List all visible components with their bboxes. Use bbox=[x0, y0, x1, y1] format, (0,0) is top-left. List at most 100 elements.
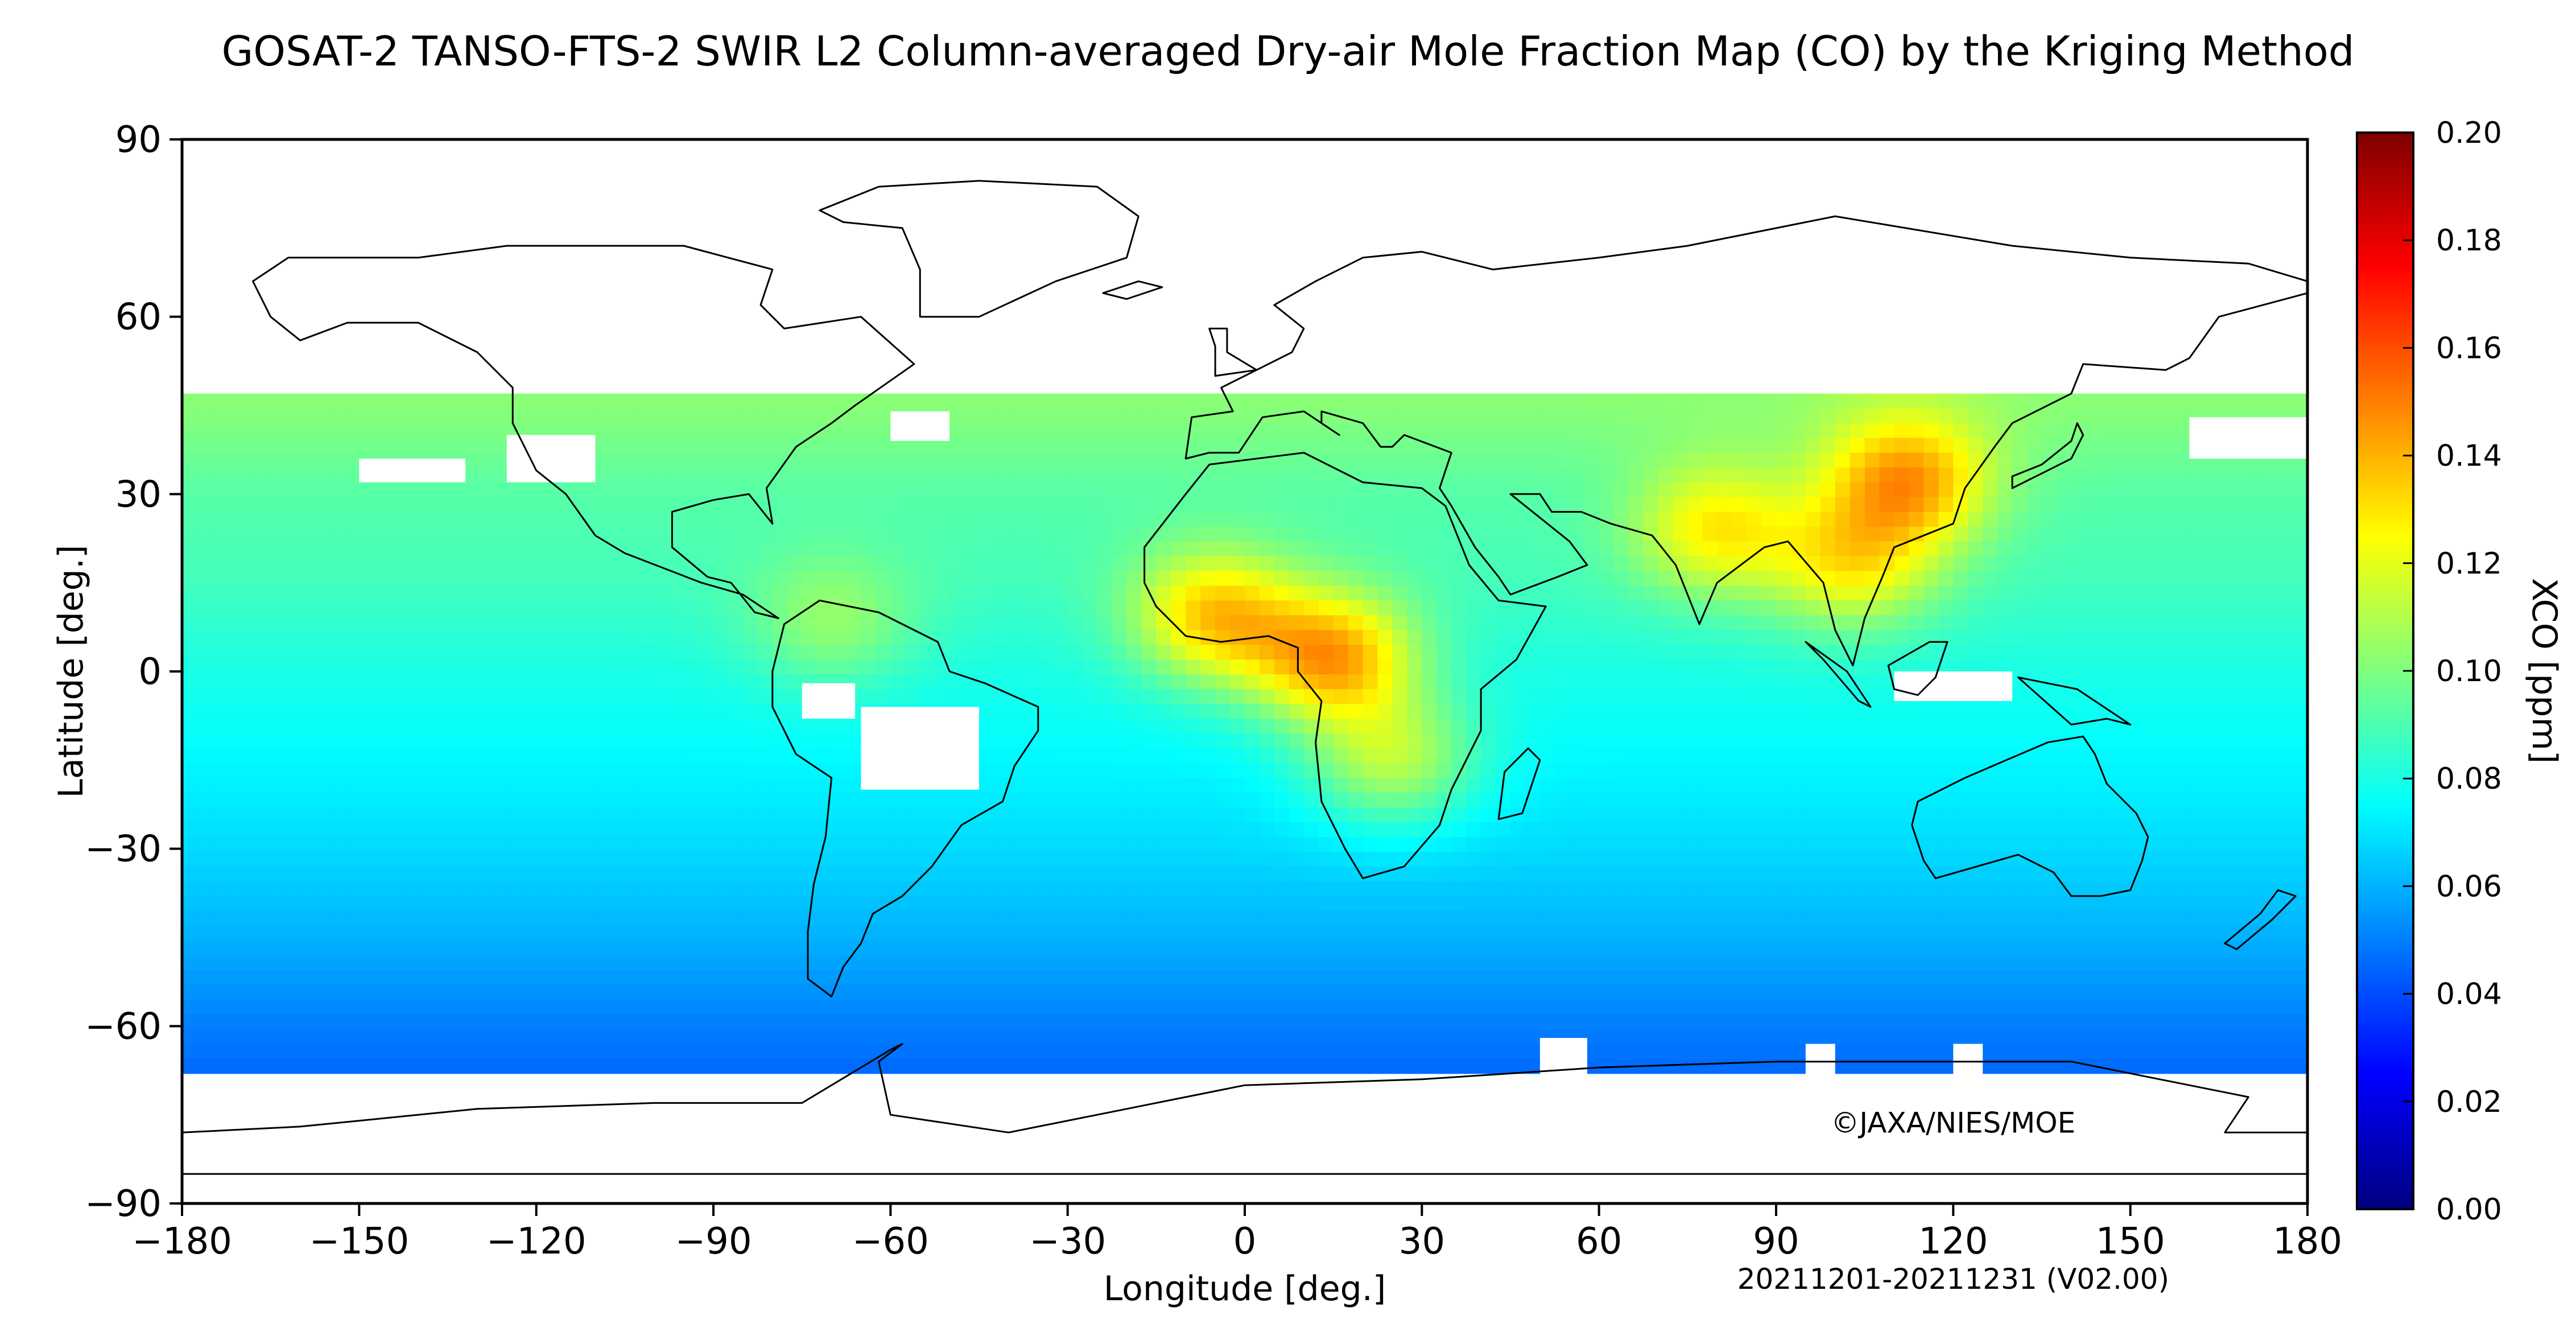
heatmap-cell bbox=[742, 645, 758, 661]
heatmap-cell bbox=[1008, 497, 1024, 513]
heatmap-cell bbox=[1761, 600, 1777, 616]
heatmap-cell bbox=[610, 881, 626, 897]
heatmap-cell bbox=[993, 615, 1009, 631]
heatmap-cell bbox=[639, 851, 655, 867]
heatmap-cell bbox=[2071, 822, 2087, 838]
heatmap-cell bbox=[1643, 822, 1659, 838]
heatmap-cell bbox=[699, 482, 714, 498]
heatmap-cell bbox=[787, 778, 803, 793]
heatmap-cell bbox=[1363, 526, 1378, 542]
heatmap-cell bbox=[1968, 704, 1983, 719]
heatmap-cell bbox=[1466, 896, 1481, 912]
heatmap-cell bbox=[2219, 482, 2234, 498]
heatmap-cell bbox=[433, 571, 448, 587]
heatmap-cell bbox=[1805, 512, 1821, 527]
heatmap-cell bbox=[1392, 822, 1408, 838]
heatmap-cell bbox=[742, 497, 758, 513]
heatmap-cell bbox=[403, 526, 419, 542]
heatmap-cell bbox=[2160, 452, 2175, 468]
heatmap-cell bbox=[595, 630, 611, 646]
heatmap-cell bbox=[211, 645, 227, 661]
heatmap-cell bbox=[2086, 659, 2102, 675]
heatmap-cell bbox=[255, 778, 271, 793]
heatmap-cell bbox=[2189, 778, 2205, 793]
heatmap-cell bbox=[1850, 778, 1865, 793]
heatmap-cell bbox=[1643, 719, 1659, 734]
heatmap-cell bbox=[374, 571, 389, 587]
heatmap-cell bbox=[1171, 822, 1186, 838]
heatmap-cell bbox=[182, 541, 197, 557]
heatmap-cell bbox=[1230, 393, 1245, 409]
heatmap-cell bbox=[2248, 571, 2264, 587]
heatmap-cell bbox=[2293, 586, 2307, 601]
heatmap-cell bbox=[329, 452, 345, 468]
heatmap-cell bbox=[2160, 748, 2175, 764]
heatmap-cell bbox=[1820, 836, 1836, 852]
heatmap-cell bbox=[728, 497, 744, 513]
heatmap-cell bbox=[1023, 467, 1039, 483]
heatmap-cell bbox=[728, 615, 744, 631]
heatmap-cell bbox=[1259, 526, 1275, 542]
heatmap-cell bbox=[1274, 659, 1290, 675]
heatmap-cell bbox=[1997, 482, 2013, 498]
heatmap-cell bbox=[610, 822, 626, 838]
heatmap-cell bbox=[1303, 793, 1319, 808]
heatmap-cell bbox=[1747, 630, 1762, 646]
heatmap-cell bbox=[1525, 526, 1541, 542]
heatmap-cell bbox=[241, 630, 257, 646]
heatmap-cell bbox=[802, 763, 818, 778]
heatmap-cell bbox=[713, 866, 729, 882]
heatmap-cell bbox=[2278, 526, 2293, 542]
heatmap-cell bbox=[846, 452, 862, 468]
heatmap-cell bbox=[1496, 851, 1511, 867]
heatmap-cell bbox=[905, 556, 920, 572]
heatmap-cell bbox=[344, 571, 360, 587]
heatmap-cell bbox=[1997, 807, 2013, 823]
heatmap-cell bbox=[389, 600, 404, 616]
heatmap-cell bbox=[1377, 630, 1393, 646]
heatmap-cell bbox=[1539, 452, 1555, 468]
heatmap-cell bbox=[1584, 497, 1600, 513]
heatmap-cell bbox=[433, 763, 448, 778]
heatmap-cell bbox=[270, 778, 286, 793]
heatmap-cell bbox=[536, 512, 552, 527]
heatmap-cell bbox=[846, 438, 862, 454]
heatmap-cell bbox=[1643, 600, 1659, 616]
heatmap-cell bbox=[890, 497, 906, 513]
heatmap-cell bbox=[241, 482, 257, 498]
heatmap-cell bbox=[315, 452, 331, 468]
heatmap-cell bbox=[742, 763, 758, 778]
heatmap-cell bbox=[448, 748, 463, 764]
heatmap-cell bbox=[1259, 512, 1275, 527]
heatmap-cell bbox=[2012, 866, 2028, 882]
heatmap-cell bbox=[861, 541, 877, 557]
heatmap-cell bbox=[1983, 793, 1998, 808]
heatmap-cell bbox=[684, 393, 699, 409]
heatmap-cell bbox=[1628, 423, 1644, 439]
heatmap-cell bbox=[315, 526, 331, 542]
heatmap-cell bbox=[1112, 866, 1128, 882]
heatmap-cell bbox=[742, 689, 758, 704]
heatmap-cell bbox=[536, 836, 552, 852]
heatmap-cell bbox=[1097, 600, 1113, 616]
heatmap-cell bbox=[699, 807, 714, 823]
heatmap-cell bbox=[1274, 393, 1290, 409]
heatmap-cell bbox=[595, 674, 611, 690]
heatmap-cell bbox=[2189, 733, 2205, 749]
heatmap-cell bbox=[1790, 467, 1806, 483]
heatmap-cell bbox=[1923, 615, 1939, 631]
heatmap-cell bbox=[699, 763, 714, 778]
heatmap-cell bbox=[1215, 423, 1231, 439]
heatmap-cell bbox=[506, 645, 522, 661]
heatmap-cell bbox=[964, 556, 980, 572]
heatmap-cell bbox=[1348, 615, 1364, 631]
heatmap-cell bbox=[1436, 586, 1452, 601]
heatmap-cell bbox=[2189, 512, 2205, 527]
heatmap-cell bbox=[1451, 733, 1467, 749]
heatmap-cell bbox=[1097, 807, 1113, 823]
heatmap-cell bbox=[1805, 467, 1821, 483]
heatmap-cell bbox=[462, 719, 478, 734]
heatmap-cell bbox=[2293, 763, 2307, 778]
heatmap-cell bbox=[2219, 822, 2234, 838]
heatmap-cell bbox=[1539, 645, 1555, 661]
